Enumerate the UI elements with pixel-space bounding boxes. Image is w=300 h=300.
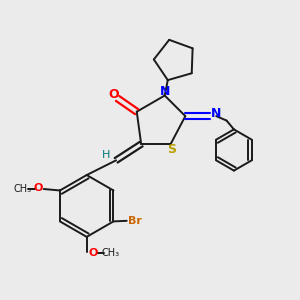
Text: H: H <box>102 150 110 160</box>
Text: O: O <box>88 248 98 258</box>
Text: O: O <box>108 88 119 101</box>
Text: O: O <box>34 182 43 193</box>
Text: Br: Br <box>128 216 142 226</box>
Text: CH₃: CH₃ <box>14 184 32 194</box>
Text: S: S <box>168 143 177 156</box>
Text: N: N <box>211 107 221 120</box>
Text: CH₃: CH₃ <box>102 248 120 258</box>
Text: N: N <box>160 85 170 98</box>
